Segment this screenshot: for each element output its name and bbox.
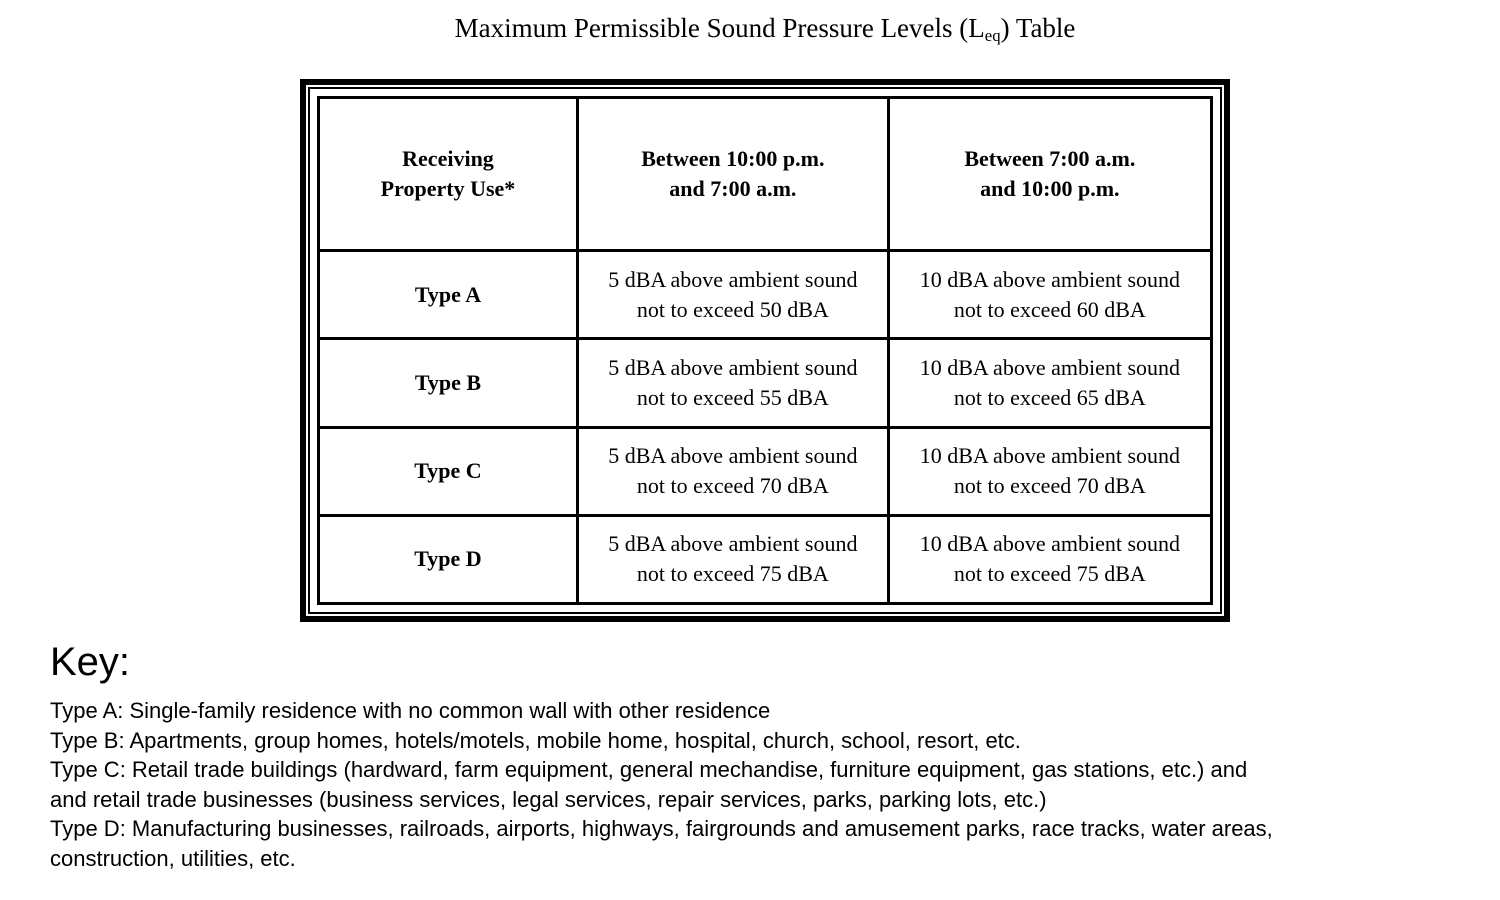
type-b-label: Type B <box>317 337 579 429</box>
type-d-night-level: 5 dBA above ambient sound not to exceed … <box>575 513 890 606</box>
page-title-suffix: ) Table <box>1000 13 1076 43</box>
type-d-day-level: 10 dBA above ambient sound not to exceed… <box>886 513 1214 606</box>
table-row-type-d: Type D 5 dBA above ambient sound not to … <box>317 513 1214 606</box>
type-d-label: Type D <box>317 513 579 606</box>
key-line-type-d-continued: construction, utilities, etc. <box>50 845 296 871</box>
type-b-night-level: 5 dBA above ambient sound not to exceed … <box>575 337 890 429</box>
type-a-day-level: 10 dBA above ambient sound not to exceed… <box>886 248 1214 341</box>
table-row-type-c: Type C 5 dBA above ambient sound not to … <box>317 425 1214 517</box>
column-header-receiving-property-use: Receiving Property Use* <box>317 96 579 252</box>
type-a-label: Type A <box>317 248 579 341</box>
column-header-day-period: Between 7:00 a.m. and 10:00 p.m. <box>886 96 1214 252</box>
type-b-day-level: 10 dBA above ambient sound not to exceed… <box>886 337 1214 429</box>
key-line-type-d: Type D: Manufacturing businesses, railro… <box>50 816 1273 841</box>
page-title: Maximum Permissible Sound Pressure Level… <box>300 13 1230 46</box>
sound-levels-table-frame: Receiving Property Use* Between 10:00 p.… <box>300 79 1230 622</box>
key-section: Key: Type A: Single-family residence wit… <box>50 636 1470 873</box>
page-title-prefix: Maximum Permissible Sound Pressure Level… <box>454 13 985 43</box>
type-c-night-level: 5 dBA above ambient sound not to exceed … <box>575 425 890 517</box>
column-header-night-period: Between 10:00 p.m. and 7:00 a.m. <box>575 96 890 252</box>
type-a-night-level: 5 dBA above ambient sound not to exceed … <box>575 248 890 341</box>
key-lines: Type A: Single-family residence with no … <box>50 696 1470 873</box>
key-heading: Key: <box>50 640 131 684</box>
type-c-day-level: 10 dBA above ambient sound not to exceed… <box>886 425 1214 517</box>
page-title-subscript: eq <box>984 26 1001 46</box>
table-row-type-b: Type B 5 dBA above ambient sound not to … <box>317 337 1214 429</box>
key-line-type-b: Type B: Apartments, group homes, hotels/… <box>50 727 1021 753</box>
sound-levels-table: Receiving Property Use* Between 10:00 p.… <box>317 96 1214 606</box>
sound-levels-table-inner-frame: Receiving Property Use* Between 10:00 p.… <box>308 87 1222 614</box>
type-c-label: Type C <box>317 425 579 517</box>
header-row: Receiving Property Use* Between 10:00 p.… <box>317 96 1214 252</box>
table-row-type-a: Type A 5 dBA above ambient sound not to … <box>317 248 1214 341</box>
key-line-type-c: Type C: Retail trade buildings (hardward… <box>50 757 1248 782</box>
key-line-type-c-continued: and retail trade businesses (business se… <box>50 786 1047 812</box>
key-line-type-a: Type A: Single-family residence with no … <box>50 698 771 723</box>
